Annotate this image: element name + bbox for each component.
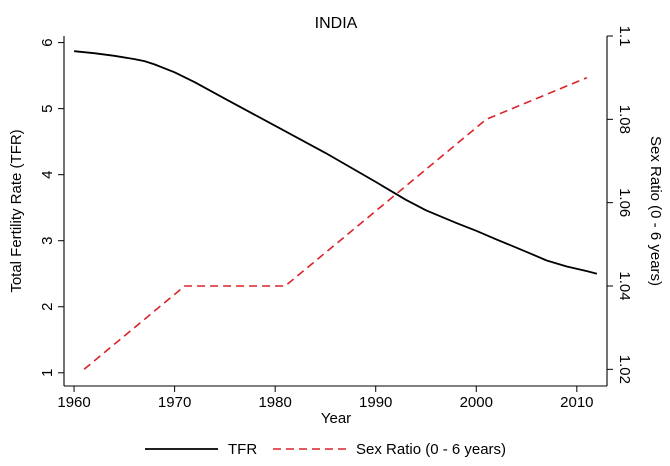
series-line-sex-ratio [83, 76, 588, 370]
series-line-tfr [74, 50, 598, 275]
y-left-tick-label: 2 [39, 303, 56, 311]
x-tick-label: 1990 [359, 394, 392, 411]
y-left-tick-label: 6 [39, 38, 56, 46]
x-tick-label: 2000 [460, 394, 493, 411]
y-axis-right-label: Sex Ratio (0 - 6 years) [647, 136, 664, 286]
y-right-tick-label: 1.02 [616, 355, 633, 384]
y-left-tick-label: 1 [39, 369, 56, 377]
y-axis-right-ticks: 1.02 1.04 1.06 1.08 1.1 [607, 26, 633, 384]
legend: TFR Sex Ratio (0 - 6 years) [145, 441, 506, 458]
y-left-tick-label: 5 [39, 104, 56, 112]
legend-label-sex-ratio: Sex Ratio (0 - 6 years) [356, 441, 506, 458]
x-tick-label: 1980 [258, 394, 291, 411]
x-axis-ticks: 1960 1970 1980 1990 2000 2010 [57, 386, 594, 411]
y-axis-left-label: Total Fertility Rate (TFR) [8, 129, 25, 292]
y-right-tick-label: 1.08 [616, 105, 633, 134]
x-axis-label: Year [321, 410, 351, 427]
x-tick-label: 1960 [57, 394, 90, 411]
y-right-tick-label: 1.1 [616, 26, 633, 47]
y-left-tick-label: 3 [39, 237, 56, 245]
y-right-tick-label: 1.06 [616, 188, 633, 217]
y-axis-left-ticks: 1 2 3 4 5 6 [39, 38, 64, 377]
y-left-tick-label: 4 [39, 171, 56, 179]
series-layer [74, 50, 598, 370]
chart-title: INDIA [315, 15, 358, 32]
y-right-tick-label: 1.04 [616, 271, 633, 300]
x-tick-label: 2010 [560, 394, 593, 411]
plot-area [63, 36, 608, 387]
legend-label-tfr: TFR [228, 441, 257, 458]
x-tick-label: 1970 [158, 394, 191, 411]
